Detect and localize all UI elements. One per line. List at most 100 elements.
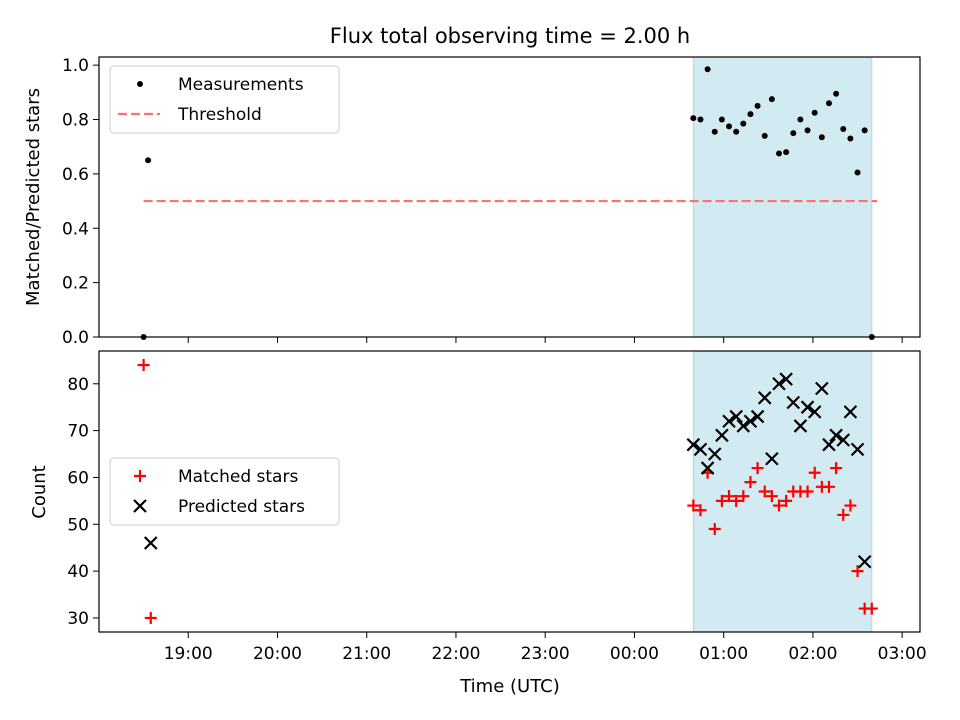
measurement-point	[747, 111, 754, 118]
predicted-star-point	[793, 419, 808, 433]
x-tick-label: 02:00	[788, 644, 837, 664]
measurement-point	[704, 66, 711, 73]
measurement-point	[697, 116, 704, 123]
matched-star-point	[844, 499, 857, 512]
legend-marker-measurements	[137, 81, 143, 87]
y-tick-label-top: 1.0	[62, 56, 89, 76]
y-tick-label-bottom: 40	[67, 562, 89, 582]
matched-star-point	[737, 490, 750, 503]
legend-box-top	[109, 65, 340, 134]
predicted-star-point	[765, 451, 779, 466]
x-tick-label: 03:00	[878, 644, 927, 664]
bottom-panel: 30 40 50 60 70 80 19:00 20:00 21:00 22:00 23:00 00:…	[67, 350, 927, 664]
matched-star-point	[137, 359, 150, 372]
measurement-point	[861, 127, 868, 134]
y-axis-label-top: Matched/Predicted stars	[23, 88, 44, 306]
measurement-point	[761, 132, 768, 139]
matched-star-point	[694, 504, 707, 517]
predicted-star-point	[772, 377, 786, 391]
y-tick-label-top: 0.2	[62, 274, 89, 294]
measurement-point	[711, 128, 718, 135]
measurement-point	[754, 102, 761, 109]
measurement-point	[825, 100, 832, 107]
matched-star-point	[865, 602, 878, 615]
predicted-star-point	[786, 395, 801, 410]
measurement-point	[783, 149, 790, 156]
predicted-star-point	[750, 409, 765, 424]
y-tick-label-top: 0.8	[62, 111, 89, 131]
matched-star-point	[801, 485, 814, 498]
matched-star-point	[808, 466, 821, 479]
measurement-point	[804, 127, 811, 134]
legend-marker-matched-stars	[134, 470, 146, 482]
y-tick-label-bottom: 70	[67, 422, 89, 442]
matched-star-point	[758, 485, 771, 498]
x-tick-label: 00:00	[610, 644, 659, 664]
matched-star-point	[773, 499, 786, 512]
predicted-star-point	[707, 447, 722, 461]
matched-star-point	[744, 476, 757, 489]
plot-frame-bottom	[98, 350, 921, 633]
predicted-star-point	[850, 442, 865, 457]
matched-star-point	[830, 462, 843, 475]
chart-title: Flux total observing time = 2.00 h	[330, 24, 690, 48]
x-tick-label: 01:00	[699, 644, 748, 664]
matched-star-point	[144, 611, 157, 624]
predicted-star-point	[807, 405, 822, 419]
x-tick-label: 20:00	[253, 644, 302, 664]
predicted-star-point	[836, 433, 851, 447]
measurement-point	[854, 169, 861, 176]
predicted-star-point	[800, 400, 815, 414]
x-tick-label: 19:00	[164, 644, 213, 664]
matched-star-point	[780, 494, 793, 507]
observing-window-shade-top	[692, 56, 873, 338]
measurement-point	[733, 128, 740, 135]
y-tick-label-top: 0.0	[62, 328, 89, 348]
matched-star-point	[837, 508, 850, 521]
legend-label: Measurements	[178, 75, 304, 95]
y-tick-label-bottom: 60	[67, 468, 89, 488]
predicted-star-point	[729, 409, 743, 424]
measurement-point	[145, 157, 152, 164]
measurement-point	[726, 123, 733, 130]
x-tick-label: 21:00	[342, 644, 391, 664]
matched-star-point	[723, 490, 736, 503]
measurement-point	[840, 126, 847, 133]
predicted-star-point	[757, 391, 772, 405]
legend-box-bottom	[109, 457, 340, 526]
predicted-star-point	[815, 381, 829, 396]
measurement-point	[718, 116, 725, 123]
y-tick-label-bottom: 50	[67, 515, 89, 535]
matched-star-point	[730, 494, 743, 507]
measurement-point	[847, 135, 854, 142]
measurement-point	[740, 120, 747, 127]
matched-star-point	[822, 480, 835, 493]
matched-star-point	[687, 499, 700, 512]
measurement-point	[811, 109, 818, 116]
matched-star-point	[751, 462, 764, 475]
y-tick-label-top: 0.6	[62, 165, 89, 185]
observing-window-shade-bottom	[692, 350, 873, 633]
measurement-point	[776, 150, 783, 157]
legend-label: Matched stars	[178, 467, 298, 487]
predicted-star-point	[143, 536, 158, 550]
y-tick-label-bottom: 30	[67, 609, 89, 629]
predicted-star-point	[736, 419, 751, 433]
measurement-point	[818, 134, 825, 141]
legend-label: Predicted stars	[178, 497, 305, 517]
plot-frame-top	[98, 56, 921, 338]
predicted-star-point	[686, 437, 701, 452]
x-tick-label: 22:00	[431, 644, 480, 664]
x-axis-label: Time (UTC)	[459, 676, 560, 697]
matched-star-point	[708, 522, 721, 535]
predicted-star-point	[829, 428, 843, 443]
measurement-point	[797, 116, 804, 123]
predicted-star-point	[715, 428, 729, 443]
predicted-star-point	[743, 414, 758, 429]
predicted-star-point	[693, 442, 708, 457]
predicted-star-point	[822, 437, 836, 452]
predicted-star-point	[857, 554, 872, 569]
legend-label: Threshold	[177, 105, 262, 125]
measurement-point	[768, 96, 775, 103]
